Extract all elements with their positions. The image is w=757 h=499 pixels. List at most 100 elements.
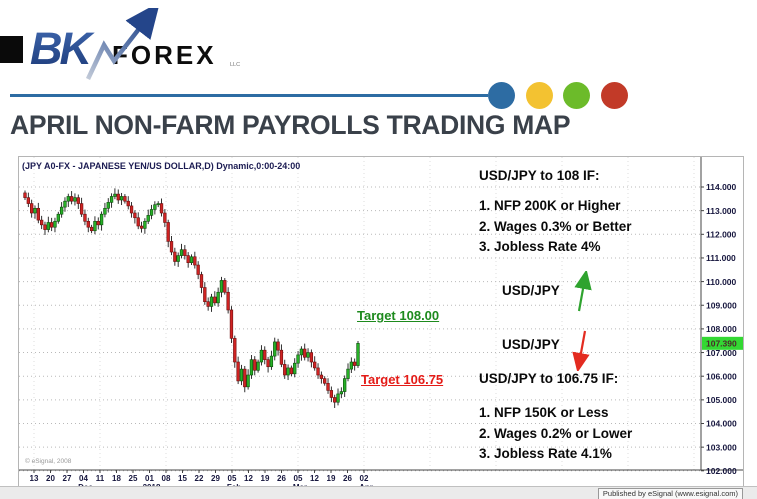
y-axis-label: 112.000 xyxy=(706,230,737,240)
bkforex-logo: BK FOREX LLC xyxy=(30,8,240,80)
scenario-down-item: 2. Wages 0.2% or Lower xyxy=(479,425,633,441)
candle-down xyxy=(163,212,167,223)
x-axis-label: 15 xyxy=(178,474,187,483)
y-axis-label: 111.000 xyxy=(706,253,736,263)
candle-down xyxy=(69,196,74,202)
candle-up xyxy=(109,196,114,203)
scenario-down-title: USD/JPY to 106.75 IF: xyxy=(479,371,619,386)
candle-down xyxy=(199,274,204,288)
candle-down xyxy=(289,367,294,375)
candle-down xyxy=(76,197,80,204)
candle-down xyxy=(166,222,170,242)
candle-down xyxy=(169,241,174,253)
candle-up xyxy=(336,393,340,403)
candle-up xyxy=(339,391,344,395)
current-price-tag xyxy=(702,336,743,350)
candle-up xyxy=(256,361,260,371)
y-axis-label: 102.000 xyxy=(706,466,737,476)
candle-up xyxy=(143,220,147,229)
candle-down xyxy=(86,220,90,228)
candle-down xyxy=(89,226,94,232)
candle-down xyxy=(26,197,30,204)
candle-up xyxy=(239,368,244,382)
y-axis-label: 104.000 xyxy=(706,419,737,429)
candle-down xyxy=(39,219,44,226)
candle-down xyxy=(276,341,280,351)
candle-up xyxy=(209,296,214,307)
scenario-up-items: 1. NFP 200K or Higher 2. Wages 0.3% or B… xyxy=(479,196,632,258)
candle-up xyxy=(176,255,180,262)
candle-down xyxy=(213,296,217,304)
candle-down xyxy=(126,200,130,207)
x-axis-label: 27 xyxy=(63,474,72,483)
candle-up xyxy=(53,220,57,228)
candle-down xyxy=(229,309,234,339)
down-arrow-icon xyxy=(572,330,590,371)
published-by-label: Published by eSignal (www.esignal.com) xyxy=(597,488,743,499)
y-axis-label: 106.000 xyxy=(706,371,737,381)
candle-up xyxy=(99,213,104,226)
y-axis-label: 105.000 xyxy=(706,395,737,405)
candle-up xyxy=(259,349,264,363)
candle-up xyxy=(306,352,310,358)
candle-down xyxy=(253,359,257,371)
candle-down xyxy=(159,203,164,214)
candle-down xyxy=(136,217,140,227)
x-axis-label: 19 xyxy=(261,474,270,483)
x-axis-label: 25 xyxy=(129,474,138,483)
x-axis-label: 20 xyxy=(46,474,55,483)
x-axis-label: 05 xyxy=(294,474,303,483)
x-axis-label: 12 xyxy=(310,474,319,483)
logo-bk-text: BK xyxy=(30,23,95,74)
candle-down xyxy=(23,192,27,198)
candle-down xyxy=(133,212,137,219)
candle-up xyxy=(156,203,160,206)
up-arrow-icon xyxy=(574,271,592,312)
candle-up xyxy=(296,354,300,364)
candle-down xyxy=(129,205,134,214)
target-up-annotation: Target 108.00 xyxy=(357,308,440,323)
candle-down xyxy=(223,280,227,293)
candle-down xyxy=(303,348,307,358)
scenario-up-item: 2. Wages 0.3% or Better xyxy=(479,218,632,234)
candle-up xyxy=(216,291,220,304)
candle-down xyxy=(353,361,357,366)
candle-up xyxy=(119,196,124,201)
scenario-up-item: 1. NFP 200K or Higher xyxy=(479,198,621,213)
candle-up xyxy=(59,206,64,215)
candle-up xyxy=(273,341,277,357)
candle-down xyxy=(193,256,197,266)
candle-up xyxy=(356,343,360,366)
x-axis-label: 13 xyxy=(30,474,39,483)
candle-down xyxy=(243,368,247,388)
x-axis-label: 08 xyxy=(162,474,171,483)
candle-up xyxy=(179,249,184,256)
candle-down xyxy=(36,207,40,221)
candle-down xyxy=(196,264,200,275)
candle-down xyxy=(30,203,34,214)
candle-down xyxy=(263,349,267,360)
candle-down xyxy=(329,390,334,398)
candle-up xyxy=(66,196,70,202)
pair-up-label: USD/JPY xyxy=(502,283,560,298)
candle-up xyxy=(103,207,107,215)
candle-down xyxy=(186,255,190,263)
y-axis-label: 114.000 xyxy=(706,182,737,192)
chart-container: 114.000 113.000 112.000 111.000 110.000 109.0… xyxy=(18,156,744,491)
scenario-down-item: 1. NFP 150K or Less xyxy=(479,405,609,420)
candle-up xyxy=(269,355,274,368)
candle-up xyxy=(349,361,353,370)
x-axis-label: 26 xyxy=(343,474,352,483)
candle-down xyxy=(283,364,287,376)
candle-down xyxy=(319,374,324,379)
scenario-down-item: 3. Jobless Rate 4.1% xyxy=(479,446,612,461)
candle-down xyxy=(313,361,317,369)
chart-symbol-title: (JPY A0-FX - JAPANESE YEN/US DOLLAR,D) D… xyxy=(22,161,301,171)
logo-llc-text: LLC xyxy=(230,62,240,68)
scenario-down-items: 1. NFP 150K or Less 2. Wages 0.2% or Low… xyxy=(479,403,632,465)
header-rule xyxy=(10,94,488,97)
x-axis-label: 12 xyxy=(244,474,253,483)
candle-up xyxy=(189,256,194,263)
x-axis-label: 19 xyxy=(327,474,336,483)
